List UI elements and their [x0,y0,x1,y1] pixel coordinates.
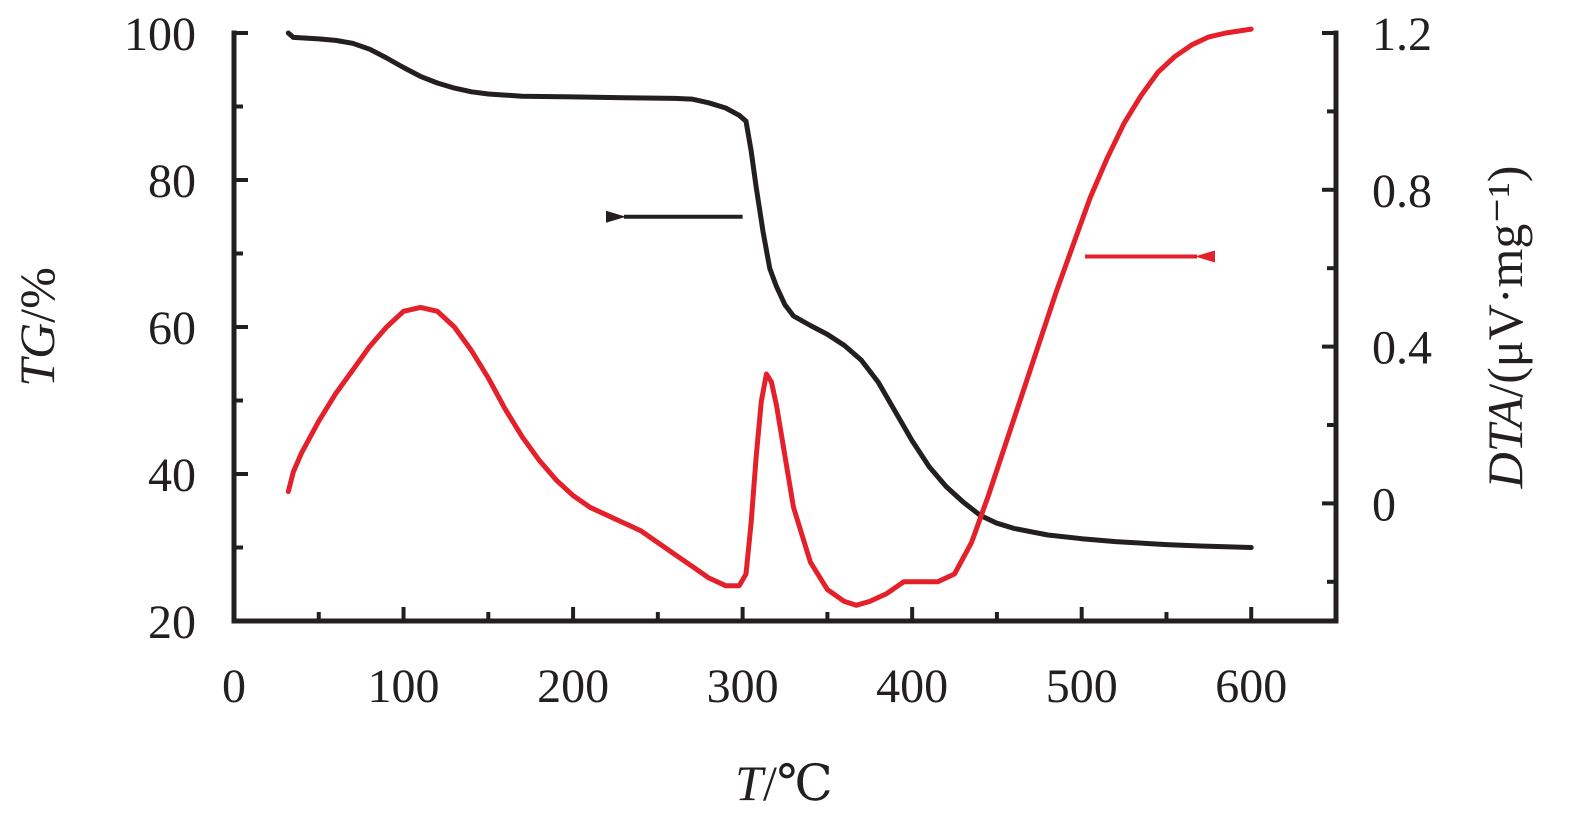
tg-curve [285,30,1254,550]
svg-text:T/℃: T/℃ [735,755,833,811]
y-left-tick-label: 20 [148,596,196,649]
x-tick-label: 0 [222,660,246,713]
y-axis-left-title-unit: /% [9,267,65,323]
x-tick-label: 100 [368,660,440,713]
y-axis-left-title-var: TG [9,323,65,387]
dta-curve [285,26,1254,608]
x-axis-title-var: T [735,755,766,811]
svg-text:TG/%: TG/% [9,267,65,386]
y-right-tick-label: 0.8 [1372,165,1432,218]
y-right-tick-label: 0 [1372,478,1396,531]
x-tick-label: 200 [537,660,609,713]
x-tick-label: 400 [876,660,948,713]
plot-area: 0 100 200 300 400 500 600 20 40 60 80 100 0 0.4 0.8 1.2 [124,8,1432,713]
y-right-tick-label: 0.4 [1372,322,1432,375]
svg-text:DTA/(μV·mg⁻¹): DTA/(μV·mg⁻¹) [1477,166,1533,490]
x-axis-title-unit: /℃ [763,755,833,811]
y-axis-left-title: TG/% [9,267,65,386]
x-tick-label: 300 [707,660,779,713]
x-axis-title: T/℃ [735,755,833,811]
y-axis-right-title-var: DTA [1477,397,1533,489]
y-axis-right-title-unit: /(μV·mg⁻¹) [1477,166,1533,398]
y-left-tick-label: 80 [148,155,196,208]
y-left-tick-label: 100 [124,8,196,61]
y-right-tick-label: 1.2 [1372,8,1432,61]
x-tick-label: 600 [1215,660,1287,713]
y-left-tick-label: 40 [148,449,196,502]
y-left-tick-label: 60 [148,302,196,355]
y-axis-right-title: DTA/(μV·mg⁻¹) [1477,166,1533,490]
x-tick-label: 500 [1046,660,1118,713]
